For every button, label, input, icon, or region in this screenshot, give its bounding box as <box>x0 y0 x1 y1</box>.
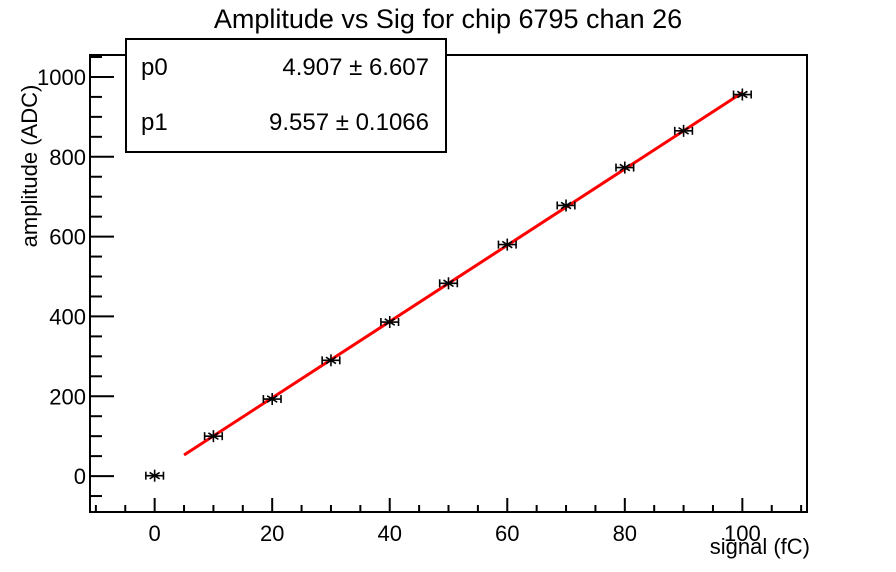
x-tick-label: 40 <box>377 521 401 546</box>
fit-line <box>183 91 744 457</box>
data-point-marker[interactable] <box>497 238 517 251</box>
fit-stats-box[interactable]: p0 4.907 ± 6.607 p1 9.557 ± 0.1066 <box>125 38 447 153</box>
x-axis-title: signal (fC) <box>709 534 810 559</box>
stats-param-value: 4.907 ± 6.607 <box>282 53 429 81</box>
y-tick-label: 600 <box>49 225 86 250</box>
stats-param-name: p0 <box>141 53 168 81</box>
data-series <box>145 88 752 482</box>
data-point-marker[interactable] <box>556 199 576 212</box>
data-point-marker[interactable] <box>615 161 635 174</box>
y-axis: 0 200 400 600 800 1000 <box>37 55 114 498</box>
y-tick-label: 400 <box>49 304 86 329</box>
y-axis-title: amplitude (ADC) <box>17 84 42 248</box>
y-tick-label: 800 <box>49 145 86 170</box>
y-tick-label: 1000 <box>37 65 86 90</box>
data-point-marker[interactable] <box>380 316 400 329</box>
data-point-marker[interactable] <box>203 430 224 443</box>
x-tick-label: 100 <box>724 521 761 546</box>
x-axis: 0 20 40 60 80 100 <box>94 498 803 546</box>
data-point-marker[interactable] <box>732 88 752 101</box>
y-tick-label: 200 <box>49 384 86 409</box>
stats-param-value: 9.557 ± 0.1066 <box>269 109 429 137</box>
data-point-marker[interactable] <box>262 393 282 406</box>
x-tick-label: 0 <box>149 521 161 546</box>
data-point-marker[interactable] <box>321 354 341 367</box>
data-point-marker[interactable] <box>145 469 165 482</box>
x-tick-label: 60 <box>495 521 519 546</box>
stats-row-p1: p1 9.557 ± 0.1066 <box>127 109 445 137</box>
y-tick-label: 0 <box>74 464 86 489</box>
data-point-marker[interactable] <box>673 124 694 137</box>
x-tick-label: 20 <box>260 521 284 546</box>
chart-title: Amplitude vs Sig for chip 6795 chan 26 <box>213 4 683 34</box>
stats-param-name: p1 <box>141 109 168 137</box>
stats-row-p0: p0 4.907 ± 6.607 <box>127 54 445 82</box>
x-tick-label: 80 <box>613 521 637 546</box>
data-point-marker[interactable] <box>438 277 459 290</box>
